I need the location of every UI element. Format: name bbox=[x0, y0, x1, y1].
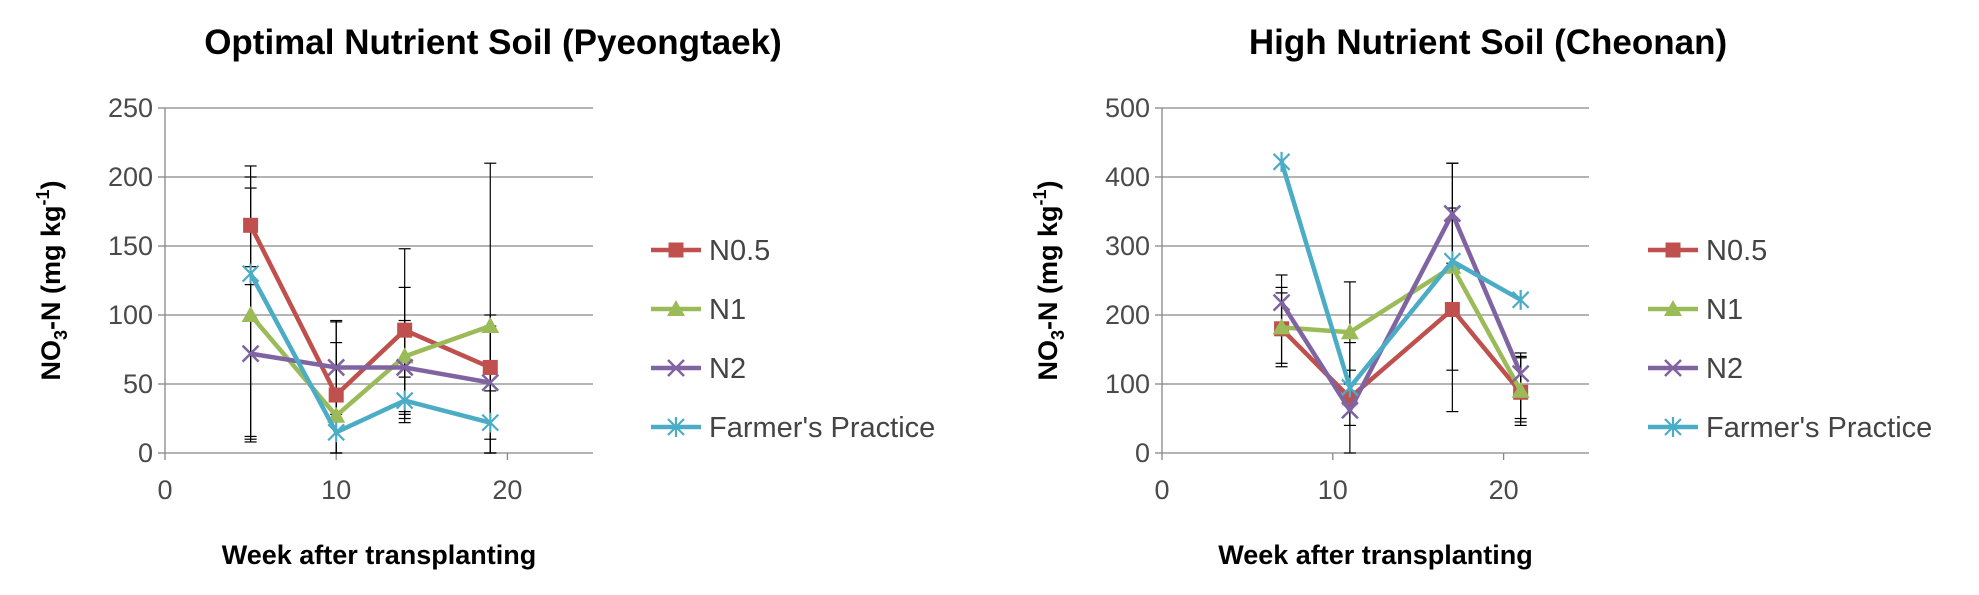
series-line bbox=[1279, 161, 1522, 390]
data-point bbox=[395, 358, 414, 377]
data-point bbox=[241, 263, 260, 284]
legend-entry: Farmer's Practice bbox=[651, 412, 935, 444]
data-point bbox=[482, 359, 498, 375]
data-point bbox=[397, 322, 413, 338]
x-tick-label: 10 bbox=[1318, 475, 1348, 505]
legend-entry: N2 bbox=[1648, 353, 1743, 385]
legend-entry: N1 bbox=[651, 294, 746, 326]
data-point bbox=[328, 387, 344, 403]
series-line bbox=[1279, 211, 1523, 413]
legend-marker bbox=[667, 300, 685, 316]
x-tick-label: 10 bbox=[321, 475, 351, 505]
legend-marker bbox=[1664, 300, 1682, 316]
data-point bbox=[1443, 204, 1462, 223]
series-line bbox=[248, 272, 491, 435]
legend-marker bbox=[1664, 359, 1682, 377]
series-line bbox=[1279, 307, 1523, 401]
legend-label: N2 bbox=[1706, 353, 1743, 385]
y-tick-label: 100 bbox=[108, 300, 153, 330]
data-point bbox=[241, 344, 260, 363]
y-tick-label: 500 bbox=[1105, 93, 1150, 123]
data-point bbox=[1511, 364, 1530, 383]
data-point bbox=[1340, 401, 1359, 420]
series-line bbox=[248, 313, 492, 418]
data-point bbox=[1272, 293, 1291, 312]
data-point bbox=[481, 412, 500, 433]
y-tick-label: 50 bbox=[123, 369, 153, 399]
data-point bbox=[481, 317, 500, 334]
chart-title: High Nutrient Soil (Cheonan) bbox=[1249, 23, 1727, 62]
data-point bbox=[395, 390, 414, 411]
legend-marker bbox=[667, 417, 685, 437]
data-point bbox=[327, 422, 345, 443]
y-tick-label: 400 bbox=[1105, 162, 1150, 192]
data-point bbox=[327, 406, 346, 423]
legend-entry: N0.5 bbox=[1648, 235, 1767, 267]
legend-label: N1 bbox=[1706, 294, 1743, 326]
y-tick-label: 200 bbox=[1105, 300, 1150, 330]
y-tick-label: 250 bbox=[108, 93, 153, 123]
legend-marker bbox=[1665, 242, 1681, 258]
data-point bbox=[1511, 381, 1530, 398]
y-tick-label: 200 bbox=[108, 162, 153, 192]
legend-marker bbox=[668, 242, 684, 258]
chart-1: Optimal Nutrient Soil (Pyeongtaek)050100… bbox=[33, 23, 935, 570]
legend-entry: N2 bbox=[651, 353, 746, 385]
series-line bbox=[250, 351, 491, 385]
chart-title: Optimal Nutrient Soil (Pyeongtaek) bbox=[204, 23, 782, 62]
series-line bbox=[248, 224, 492, 398]
chart-2: High Nutrient Soil (Cheonan)010020030040… bbox=[1030, 23, 1932, 570]
x-tick-label: 0 bbox=[1154, 475, 1169, 505]
data-point bbox=[1443, 251, 1462, 272]
series-line bbox=[1281, 264, 1523, 392]
data-point bbox=[241, 306, 260, 322]
legend-marker bbox=[1664, 417, 1682, 437]
legend-label: N2 bbox=[709, 353, 746, 385]
data-point bbox=[1272, 151, 1291, 172]
x-axis-label: Week after transplanting bbox=[222, 540, 537, 570]
legend-label: N0.5 bbox=[709, 235, 770, 267]
legend-entry: Farmer's Practice bbox=[1648, 412, 1932, 444]
y-tick-label: 0 bbox=[138, 438, 153, 468]
legend-entry: N0.5 bbox=[651, 235, 770, 267]
y-tick-label: 150 bbox=[108, 231, 153, 261]
x-axis-label: Week after transplanting bbox=[1218, 540, 1533, 570]
legend-marker bbox=[667, 359, 685, 377]
legend-label: Farmer's Practice bbox=[709, 412, 935, 444]
y-tick-label: 0 bbox=[1135, 438, 1150, 468]
data-point bbox=[1444, 301, 1460, 317]
y-axis-label: NO3-N (mg kg-1) bbox=[1030, 180, 1068, 380]
data-point bbox=[1341, 377, 1359, 398]
y-tick-label: 100 bbox=[1105, 369, 1150, 399]
legend-label: N1 bbox=[709, 294, 746, 326]
x-tick-label: 0 bbox=[157, 475, 172, 505]
data-point bbox=[1511, 289, 1530, 310]
x-tick-label: 20 bbox=[1489, 475, 1519, 505]
y-axis-label: NO3-N (mg kg-1) bbox=[33, 180, 71, 380]
legend-entry: N1 bbox=[1648, 294, 1743, 326]
data-point bbox=[327, 358, 346, 377]
data-point bbox=[1340, 323, 1359, 340]
x-tick-label: 20 bbox=[492, 475, 522, 505]
y-tick-label: 300 bbox=[1105, 231, 1150, 261]
data-point bbox=[1272, 318, 1291, 335]
legend-label: Farmer's Practice bbox=[1706, 412, 1932, 444]
data-point bbox=[243, 217, 259, 233]
legend-label: N0.5 bbox=[1706, 235, 1767, 267]
data-point bbox=[481, 373, 500, 392]
data-point bbox=[395, 347, 414, 364]
